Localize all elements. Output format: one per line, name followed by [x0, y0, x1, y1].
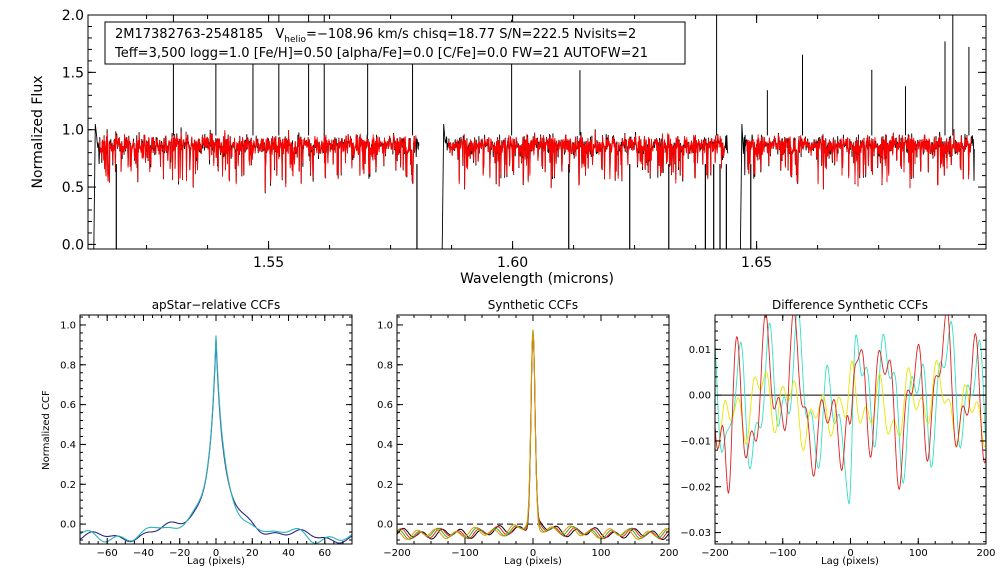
apstar-ccf-plot-area: [80, 335, 352, 544]
synthetic-ccf-line-2: [397, 331, 669, 540]
x-tick-label: 100: [909, 548, 928, 559]
spectrum-model-line: [447, 131, 726, 189]
spectrum-y-label: Normalized Flux: [30, 76, 46, 189]
y-tick-label: 2.0: [62, 8, 84, 24]
y-tick-label: 0.0: [60, 520, 76, 531]
x-tick-label: 60: [318, 548, 331, 559]
x-tick-label: 200: [976, 548, 995, 559]
x-tick-label: 1.60: [497, 255, 528, 271]
y-tick-label: 0.2: [377, 480, 393, 491]
y-tick-label: 0.01: [689, 345, 711, 356]
vhelio-subscript: helio: [284, 35, 306, 45]
y-tick-label: 1.0: [62, 123, 84, 139]
difference-ccf-frame: [714, 314, 987, 545]
spectrum-frame: [87, 14, 987, 250]
difference-ccf-line-2: [715, 359, 986, 451]
apstar-ccf-line-2: [80, 335, 352, 544]
x-tick-label: 0: [213, 548, 219, 559]
apstar-ccf-panel: −60 −40 −20 0 20 40 60 0.0 0.2 0.4 0.6 0.8 1.0 apSta…: [41, 298, 353, 567]
synthetic-ccf-panel: −200 −100 0 100 200 0.0 0.2 0.4 0.6 0.8 1.0 Synthe…: [377, 298, 678, 567]
spectrum-info-line2: Teff=3,500 logg=1.0 [Fe/H]=0.50 [alpha/F…: [114, 46, 648, 61]
difference-ccf-panel: −200 −100 0 100 200 −0.03 −0.02 −0.01 0.00 0.01 D…: [680, 298, 995, 567]
x-tick-label: −200: [383, 548, 410, 559]
spectrum-info-box: [104, 21, 686, 65]
y-tick-label: 0.6: [377, 400, 393, 411]
y-tick-label: 0.8: [60, 360, 76, 371]
apstar-ccf-y-label: Normalized CCF: [41, 390, 52, 470]
x-tick-label: 1.55: [253, 255, 284, 271]
difference-ccf-axes: −200 −100 0 100 200 −0.03 −0.02 −0.01 0.00 0.01: [680, 315, 996, 559]
synthetic-ccf-frame: [396, 314, 670, 545]
x-tick-label: −60: [97, 548, 118, 559]
y-tick-label: 1.5: [62, 65, 84, 81]
apstar-ccf-title: apStar−relative CCFs: [152, 298, 281, 312]
spectrum-panel: 1.55 1.60 1.65 0.0 0.5 1.0 1.5 2.0 2M17382763-2…: [30, 8, 987, 287]
synthetic-ccf-plot-area: [397, 329, 669, 540]
spectrum-model-line: [746, 131, 972, 189]
y-tick-label: 0.8: [377, 360, 393, 371]
y-tick-label: 1.0: [60, 320, 76, 331]
x-tick-label: 0: [530, 548, 536, 559]
difference-ccf-x-label: Lag (pixels): [821, 556, 879, 567]
y-tick-label: 0.6: [60, 400, 76, 411]
difference-ccf-line-3: [715, 315, 986, 494]
y-tick-label: 1.0: [377, 320, 393, 331]
y-tick-label: 0.00: [689, 391, 711, 402]
y-tick-label: 0.5: [62, 180, 84, 196]
x-tick-label: 0: [847, 548, 853, 559]
spectrum-info-line1: 2M17382763-2548185 Vhelio=−108.96 km/s c…: [115, 27, 636, 45]
synthetic-ccf-axes: −200 −100 0 100 200 0.0 0.2 0.4 0.6 0.8 1.0: [377, 315, 679, 559]
synthetic-ccf-x-label: Lag (pixels): [504, 556, 562, 567]
y-tick-label: 0.2: [60, 480, 76, 491]
y-tick-label: −0.02: [680, 482, 711, 493]
x-tick-label: −20: [169, 548, 190, 559]
spectrum-axes: 1.55 1.60 1.65 0.0 0.5 1.0 1.5 2.0: [62, 8, 986, 271]
y-tick-label: −0.01: [680, 436, 711, 447]
vhelio-symbol: V: [275, 27, 284, 42]
y-tick-label: 0.0: [62, 237, 84, 253]
x-tick-label: −100: [769, 548, 796, 559]
difference-ccf-line-1: [715, 315, 986, 506]
x-tick-label: 40: [282, 548, 295, 559]
difference-ccf-plot-area: [715, 315, 986, 506]
x-tick-label: −100: [451, 548, 478, 559]
apstar-ccf-line-1: [80, 338, 352, 544]
x-tick-label: 100: [591, 548, 610, 559]
x-tick-label: −200: [701, 548, 728, 559]
y-tick-label: −0.03: [680, 528, 711, 539]
synthetic-ccf-line-4: [397, 331, 669, 540]
apstar-ccf-axes: −60 −40 −20 0 20 40 60 0.0 0.2 0.4 0.6 0.8 1.0: [60, 315, 353, 559]
apstar-ccf-x-label: Lag (pixels): [187, 556, 245, 567]
x-tick-label: 200: [659, 548, 678, 559]
star-id: 2M17382763-2548185: [115, 27, 263, 42]
synthetic-ccf-title: Synthetic CCFs: [488, 298, 578, 312]
synthetic-ccf-line-1: [397, 334, 669, 540]
x-tick-label: −40: [133, 548, 154, 559]
y-tick-label: 0.4: [60, 440, 76, 451]
y-tick-label: 0.4: [377, 440, 393, 451]
y-tick-label: 0.0: [377, 520, 393, 531]
spectrum-model-line: [99, 129, 417, 192]
difference-ccf-title: Difference Synthetic CCFs: [772, 298, 928, 312]
spectrum-x-label: Wavelength (microns): [460, 271, 614, 287]
synthetic-ccf-line-3: [397, 329, 669, 540]
x-tick-label: 20: [246, 548, 259, 559]
vhelio-and-stats: =−108.96 km/s chisq=18.77 S/N=222.5 Nvis…: [306, 27, 636, 42]
x-tick-label: 1.65: [741, 255, 772, 271]
